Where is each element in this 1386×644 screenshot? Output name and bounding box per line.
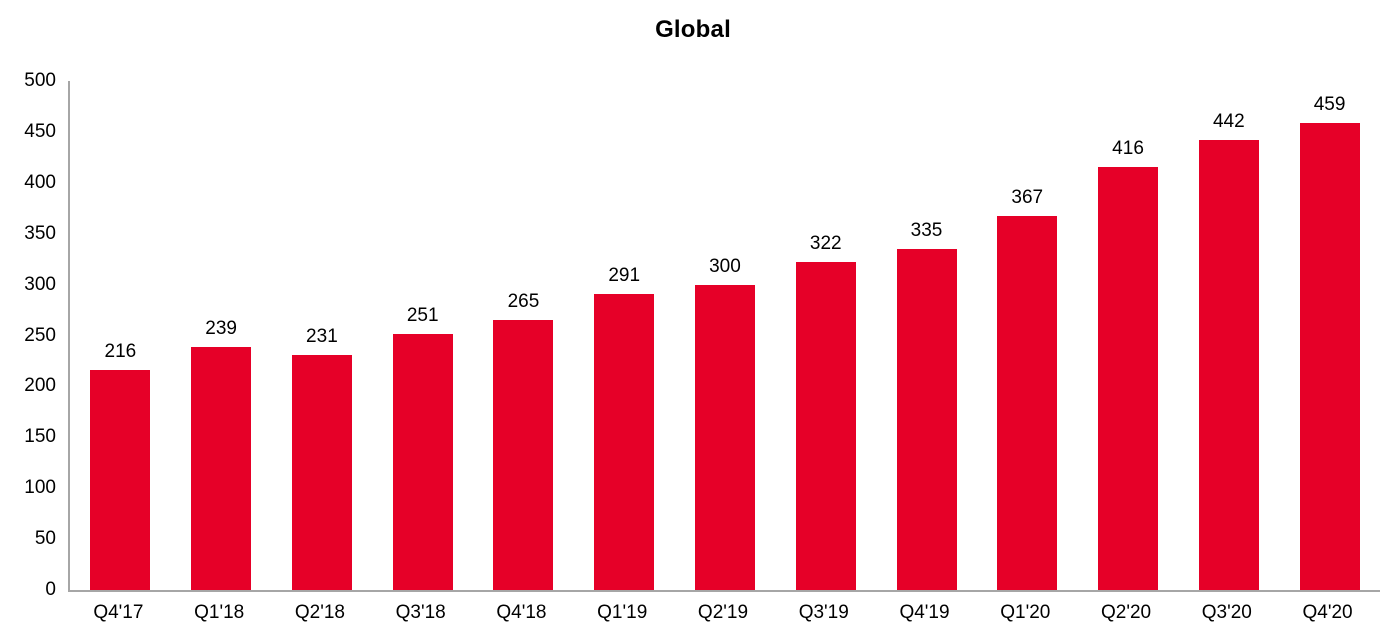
chart-title: Global	[655, 16, 731, 43]
y-tick-label: 500	[24, 70, 56, 91]
bar	[795, 262, 856, 590]
bar	[493, 320, 554, 590]
y-tick-label: 50	[34, 528, 56, 550]
bar-cell: 265	[473, 81, 574, 590]
bar	[1198, 140, 1259, 590]
bar-value-label: 367	[1011, 187, 1044, 209]
plot-area: 216 239 231 251 265 291 300 322 335 367 416 442 459	[68, 81, 1380, 592]
bar-cell: 416	[1078, 81, 1179, 590]
x-tick-label: Q3'18	[395, 602, 446, 623]
bar-cell: 322	[775, 81, 876, 590]
x-tick-label: Q2'18	[294, 602, 345, 623]
bar	[1299, 122, 1360, 590]
y-tick-label: 0	[45, 579, 56, 600]
bar-cell: 231	[272, 81, 373, 590]
x-tick-label: Q1'18	[194, 602, 245, 623]
bar	[191, 346, 252, 590]
bar-value-label: 335	[910, 219, 943, 241]
x-tick-label: Q3'19	[798, 602, 849, 623]
bar	[291, 354, 352, 590]
bar-value-label: 442	[1212, 111, 1245, 133]
y-tick-label: 400	[24, 171, 56, 193]
y-tick-label: 300	[24, 273, 56, 295]
x-tick-label: Q4'20	[1302, 602, 1353, 623]
bar-value-label: 322	[809, 233, 842, 255]
bar	[90, 370, 151, 590]
bar	[594, 293, 655, 590]
bar-cell: 291	[574, 81, 675, 590]
x-tick-label: Q2'19	[697, 602, 749, 623]
y-tick-label: 100	[24, 477, 56, 499]
x-tick-label: Q4'18	[496, 602, 547, 623]
bar-cell: 335	[876, 81, 977, 590]
bar-value-label: 291	[608, 264, 641, 286]
bar-cell: 442	[1178, 81, 1279, 590]
bar-value-label: 416	[1112, 137, 1144, 159]
y-tick-label: 450	[24, 120, 56, 142]
x-tick-label: Q3'20	[1201, 602, 1252, 623]
bar-cell: 367	[977, 81, 1078, 590]
bars-row: 216 239 231 251 265 291 300 322 335 367 416 442 459	[70, 81, 1380, 590]
bar	[392, 334, 453, 590]
x-tick-label: Q4'17	[93, 602, 144, 623]
bar	[694, 284, 755, 590]
bar-cell: 239	[171, 81, 272, 590]
x-tick-label: Q2'20	[1100, 602, 1152, 623]
bar-value-label: 251	[406, 305, 439, 327]
bar-value-label: 216	[104, 341, 137, 363]
bar-cell: 216	[70, 81, 171, 590]
bar-value-label: 459	[1313, 93, 1346, 115]
bar	[896, 248, 957, 590]
bar-value-label: 231	[306, 325, 338, 347]
y-tick-label: 150	[24, 426, 56, 448]
x-tick-label: Q1'20	[1000, 602, 1051, 623]
y-tick-label: 200	[24, 375, 56, 397]
bar	[1098, 166, 1159, 590]
bar-value-label: 239	[205, 317, 237, 339]
bar	[997, 216, 1058, 590]
x-axis: Q4'17 Q1'18 Q2'18 Q3'18 Q4'18 Q1'19 Q2'19 Q3'19…	[68, 602, 1378, 624]
bar-cell: 459	[1279, 81, 1380, 590]
y-axis: 0 50 100 150 200 250 300 350 400 450 500	[0, 70, 56, 600]
bar-value-label: 300	[709, 255, 741, 277]
y-tick-label: 250	[24, 324, 56, 346]
bar-cell: 300	[675, 81, 776, 590]
x-tick-label: Q4'19	[899, 602, 950, 623]
bar-value-label: 265	[507, 291, 540, 313]
x-tick-label: Q1'19	[597, 602, 648, 623]
y-tick-label: 350	[24, 222, 56, 244]
bar-cell: 251	[372, 81, 473, 590]
